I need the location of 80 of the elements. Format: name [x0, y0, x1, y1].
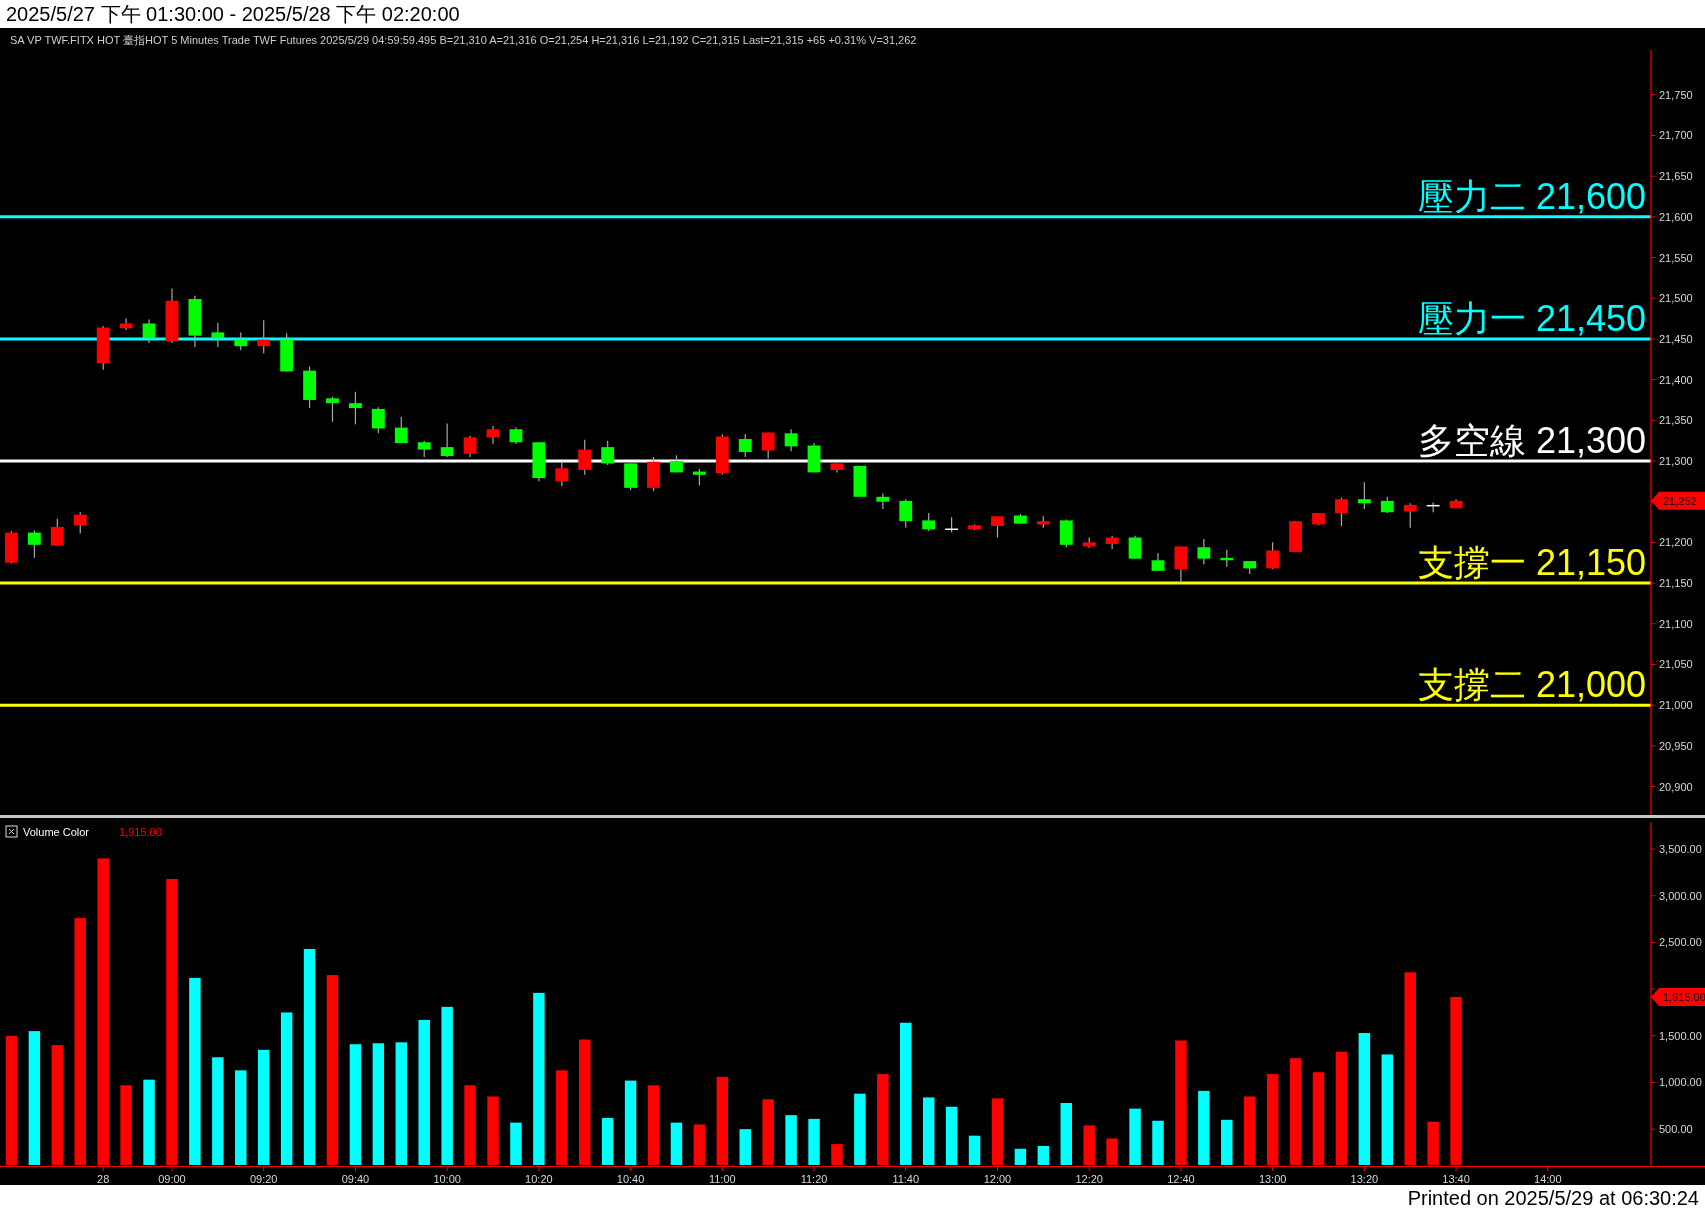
x-tick-label: 13:40	[1442, 1173, 1470, 1185]
candlestick	[1357, 481, 1371, 510]
y-tick-label: 21,150	[1659, 577, 1693, 590]
y-tick-label: 1,000.00	[1659, 1076, 1702, 1089]
y-tick-label: 21,650	[1659, 170, 1693, 183]
candlestick	[761, 431, 775, 460]
candlestick	[394, 416, 408, 444]
candlestick	[578, 439, 592, 476]
y-tick-label: 1,500.00	[1659, 1029, 1702, 1042]
text: 1,915.00	[1663, 991, 1705, 1004]
x-tick-label: 12:20	[1075, 1173, 1103, 1185]
ref-line-label: 支撐二 21,000	[1417, 664, 1646, 706]
x-tick-label: 12:00	[983, 1173, 1012, 1185]
y-tick-label: 21,550	[1659, 251, 1693, 264]
y-tick-label: 20,950	[1659, 739, 1693, 752]
chart-title: 2025/5/27 下午 01:30:00 - 2025/5/28 下午 02:20:00	[6, 3, 460, 25]
candlestick	[1197, 538, 1211, 565]
x-tick-label: 09:40	[341, 1173, 370, 1185]
x-tick-label: 11:00	[708, 1173, 736, 1185]
candlestick	[784, 428, 798, 452]
annotation: Volume Color	[23, 826, 90, 838]
candlestick	[555, 462, 569, 487]
y-tick-label: 21,200	[1659, 536, 1693, 549]
candlestick	[349, 391, 362, 425]
x-tick-label: 10:20	[525, 1173, 553, 1185]
candlestick	[73, 511, 87, 535]
chart-subtitle: SA VP TWF.FITX HOT 臺指HOT 5 Minutes Trade TWF Futures 2025/5/29 04:59:59.495 B=21,310 A=21,316 O=21,254 H=21,316 L=21,192 C=21,315 Last=21,315 +65 +0.31% V=31,262	[10, 34, 917, 46]
y-tick-label: 21,500	[1659, 292, 1693, 305]
y-tick-label: 20,900	[1659, 780, 1693, 793]
candlestick	[1266, 541, 1280, 570]
candlestick	[601, 440, 615, 466]
candlestick	[211, 322, 225, 348]
y-tick-label: 21,450	[1659, 332, 1693, 345]
candlestick	[1403, 502, 1417, 529]
y-tick-label: 2,500.00	[1659, 936, 1702, 949]
y-tick-label: 21,750	[1659, 88, 1693, 101]
x-tick-label: 10:40	[616, 1173, 645, 1185]
y-tick-label: 3,500.00	[1659, 843, 1702, 856]
x-tick-label: 09:20	[249, 1173, 278, 1185]
y-tick-label: 21,700	[1659, 129, 1693, 142]
y-tick-label: 500.00	[1659, 1123, 1693, 1136]
ref-line-label: 多空線 21,300	[1417, 419, 1646, 461]
x-tick-label: 11:20	[800, 1173, 828, 1185]
candlestick	[142, 318, 156, 344]
y-tick-label: 21,600	[1659, 210, 1693, 223]
text: Printed on 2025/5/29 at 06:30:24	[1407, 1187, 1699, 1209]
candlestick	[899, 498, 913, 529]
candlestick	[486, 425, 500, 445]
x-tick-label: 13:00	[1258, 1173, 1287, 1185]
candlestick	[738, 433, 752, 458]
text: 21,252	[1663, 494, 1697, 507]
y-tick-label: 21,300	[1659, 454, 1693, 467]
ref-line-label: 支撐一 21,150	[1417, 542, 1646, 584]
annotation: 1,915.00	[119, 826, 162, 838]
y-tick-label: 21,050	[1659, 658, 1693, 671]
candlestick	[27, 529, 41, 559]
candlestick	[463, 435, 477, 458]
candlestick	[1128, 535, 1142, 560]
y-tick-label: 21,400	[1659, 373, 1693, 386]
candlestick	[991, 515, 1004, 539]
y-tick-label: 21,350	[1659, 414, 1693, 427]
candlestick	[371, 406, 385, 434]
x-tick-label: 13:20	[1350, 1173, 1379, 1185]
candlestick	[50, 518, 64, 547]
ref-line-label: 壓力二 21,600	[1417, 175, 1646, 217]
candlestick	[440, 422, 454, 458]
x-tick-label: 14:00	[1534, 1173, 1562, 1185]
x-tick-label: 09:00	[158, 1173, 186, 1185]
x-tick-label: 11:40	[892, 1173, 920, 1185]
y-tick-label: 3,000.00	[1659, 889, 1702, 902]
candlestick	[257, 319, 271, 355]
candlestick	[326, 396, 339, 423]
y-tick-label: 21,100	[1659, 617, 1693, 630]
ref-line-label: 壓力一 21,450	[1417, 297, 1646, 339]
x-tick-label: 12:40	[1167, 1173, 1195, 1185]
candlestick	[1335, 497, 1348, 527]
x-tick-label: 10:00	[433, 1173, 461, 1185]
y-tick-label: 21,000	[1659, 699, 1693, 712]
candlestick	[1174, 545, 1188, 584]
x-tick-label: 28	[97, 1173, 110, 1185]
